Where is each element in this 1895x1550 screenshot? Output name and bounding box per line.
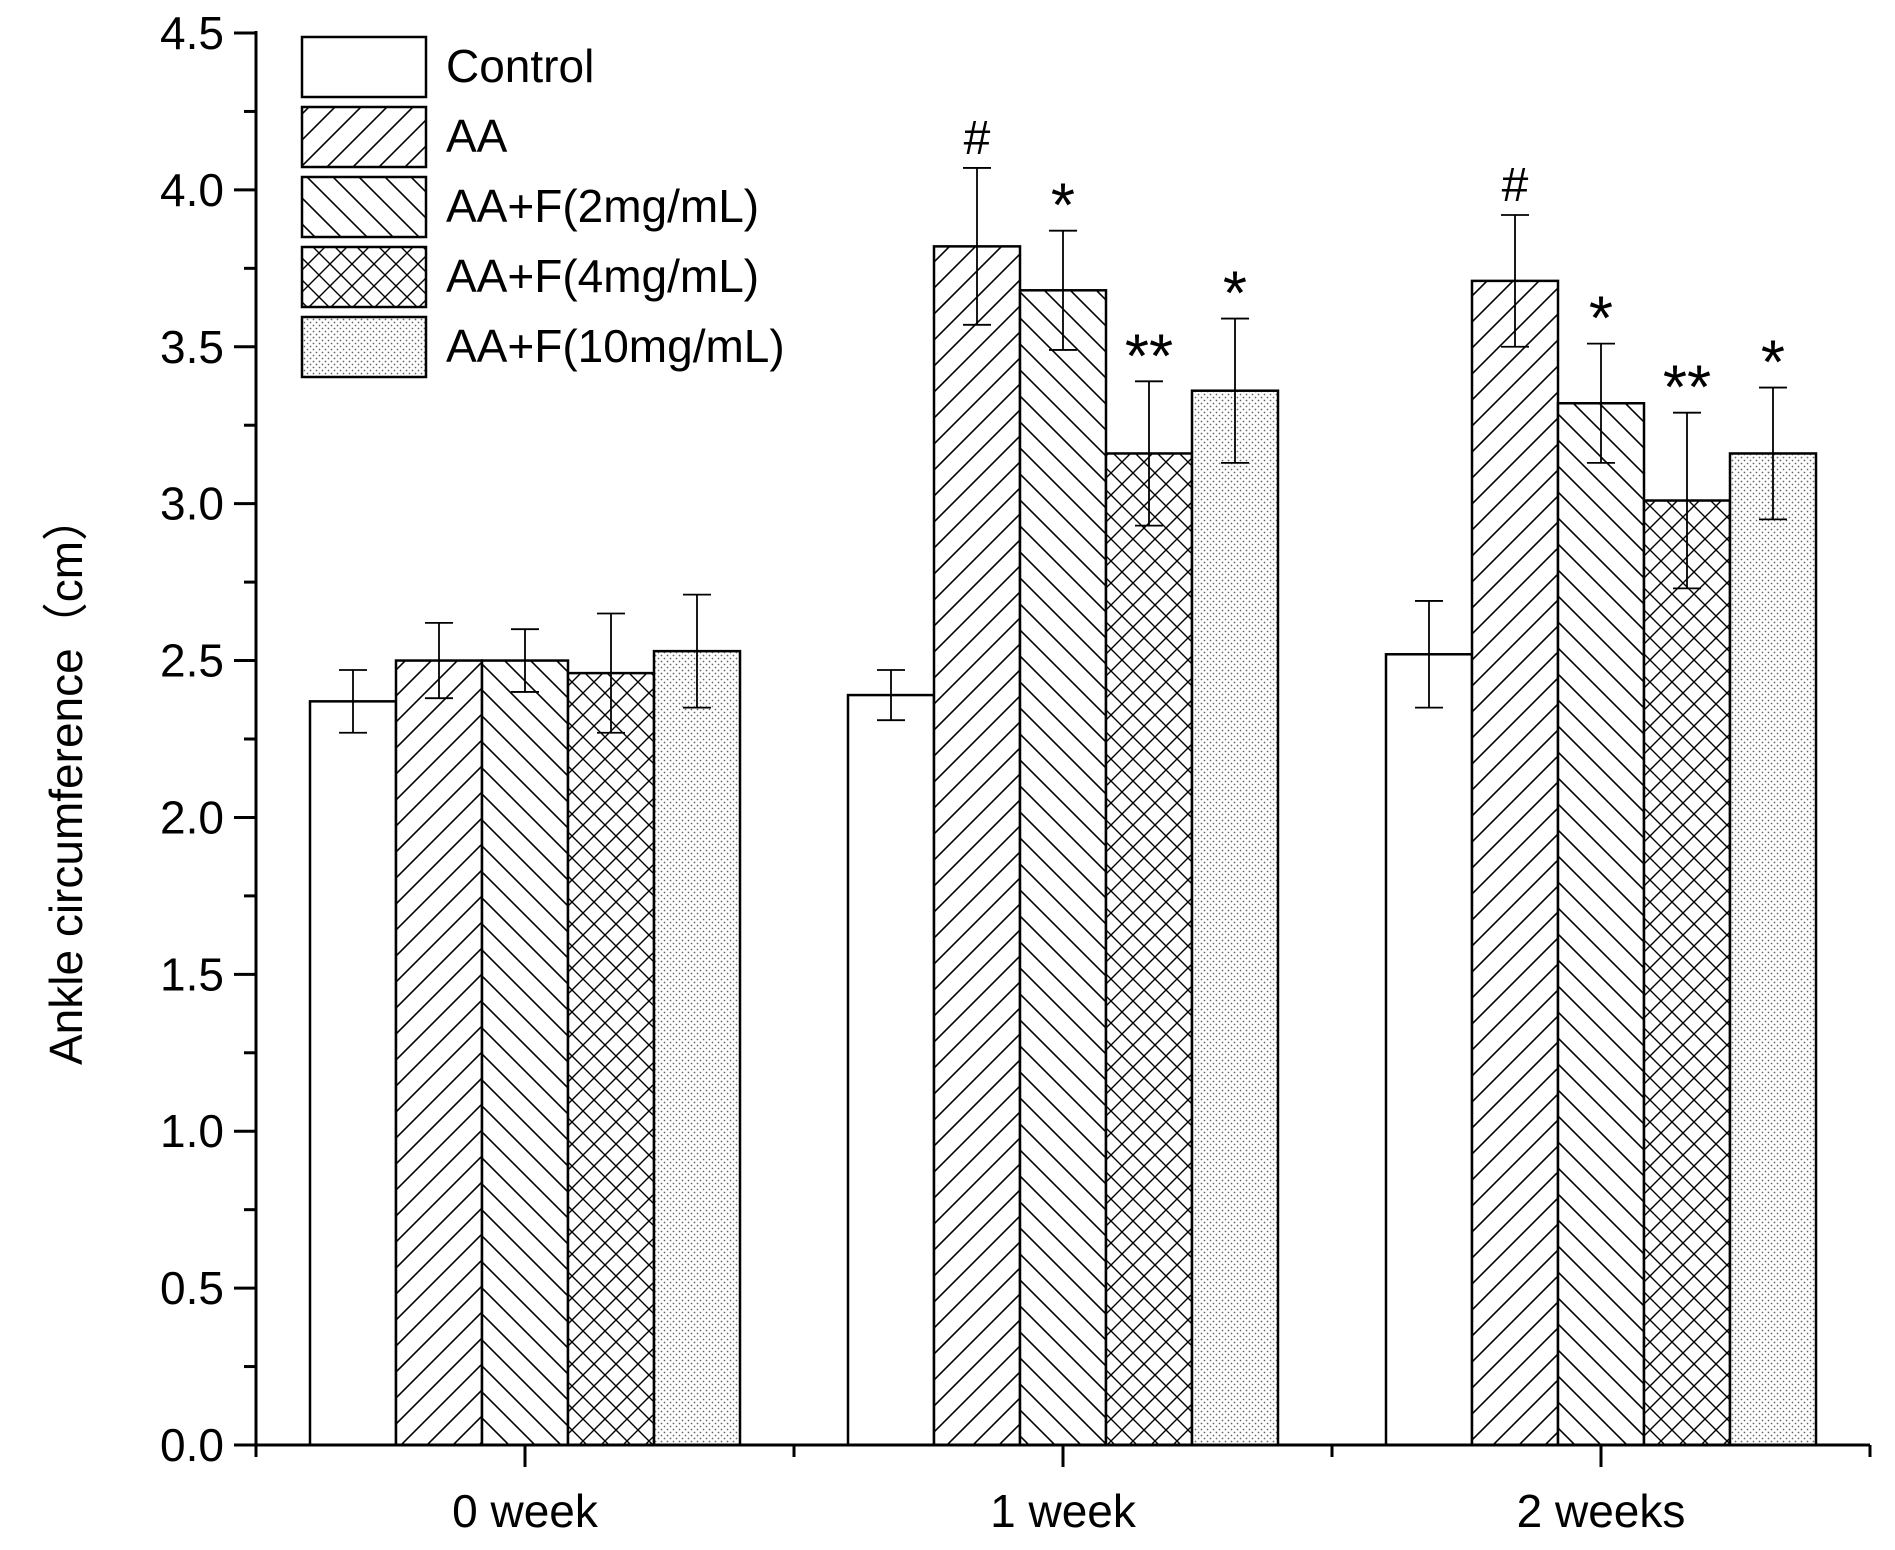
x-tick-label: 2 weeks	[1517, 1485, 1686, 1537]
bar-AA+F(10mg/mL)-0 week	[652, 649, 742, 1447]
bar-AA+F(2mg/mL)-1 week	[1018, 289, 1108, 1447]
bars-layer	[308, 245, 1818, 1447]
bar-AA-1 week	[932, 245, 1022, 1447]
error-bar-Control-1 week	[877, 669, 905, 722]
x-tick-label: 1 week	[990, 1485, 1137, 1537]
error-bar-AA+F(2mg/mL)-0 week	[511, 628, 539, 693]
legend-label: Control	[446, 40, 594, 92]
bar-AA+F(10mg/mL)-2 weeks	[1728, 452, 1818, 1447]
error-bars-layer	[339, 167, 1787, 734]
y-tick-label: 3.5	[160, 321, 224, 373]
bar-AA+F(4mg/mL)-0 week	[566, 671, 656, 1447]
y-tick-label: 1.0	[160, 1105, 224, 1157]
error-bar-AA-2 weeks	[1501, 214, 1529, 348]
significance-annotations: #****#*** *	[964, 112, 1785, 423]
y-axis-ticks: 0.0 0.5 1.0 1.5 2.0 2.5 3.0 3.5 4.0 4.5	[160, 7, 256, 1471]
error-bar-AA+F(10mg/mL)-1 week	[1221, 317, 1249, 464]
error-bar-AA+F(4mg/mL)-0 week	[597, 612, 625, 734]
x-axis-ticks: 0 week 1 week 2 weeks	[254, 1445, 1872, 1537]
bar-AA+F(10mg/mL)-1 week	[1190, 389, 1280, 1447]
significance-mark: #	[1502, 159, 1529, 212]
y-tick-label: 0.0	[160, 1419, 224, 1471]
legend-item: AA+F(2mg/mL)	[300, 175, 759, 239]
significance-mark: **	[1125, 322, 1173, 391]
legend-swatch	[300, 35, 428, 99]
bar-Control-1 week	[846, 693, 936, 1447]
bar-AA-0 week	[394, 659, 484, 1447]
error-bar-AA-0 week	[425, 622, 453, 700]
significance-mark: #	[964, 112, 991, 165]
significance-mark: **	[1663, 354, 1711, 423]
y-tick-label: 3.0	[160, 478, 224, 530]
y-tick-label: 4.5	[160, 7, 224, 59]
legend-swatch	[300, 245, 428, 309]
error-bar-AA+F(4mg/mL)-2 weeks	[1673, 411, 1701, 590]
y-tick-label: 2.5	[160, 635, 224, 687]
error-bar-AA+F(10mg/mL)-0 week	[683, 593, 711, 709]
y-axis-label: Ankle circumference（cm）	[40, 495, 92, 1065]
bar-AA+F(2mg/mL)-2 weeks	[1556, 402, 1646, 1447]
legend-swatch	[300, 315, 428, 379]
legend-label: AA+F(4mg/mL)	[446, 250, 759, 302]
legend-item: Control	[300, 35, 594, 99]
legend-item: AA+F(10mg/mL)	[300, 315, 785, 379]
error-bar-AA+F(4mg/mL)-1 week	[1135, 380, 1163, 527]
error-bar-AA+F(2mg/mL)-2 weeks	[1587, 342, 1615, 464]
legend-label: AA	[446, 110, 508, 162]
bar-AA+F(2mg/mL)-0 week	[480, 659, 570, 1447]
y-tick-label: 2.0	[160, 791, 224, 843]
bar-AA-2 weeks	[1470, 279, 1560, 1447]
legend-swatch	[300, 105, 428, 169]
legend-label: AA+F(10mg/mL)	[446, 320, 785, 372]
error-bar-AA+F(2mg/mL)-1 week	[1049, 229, 1077, 351]
bar-Control-0 week	[308, 700, 398, 1447]
significance-mark: *	[1051, 172, 1075, 241]
x-tick-label: 0 week	[452, 1485, 599, 1537]
error-bar-AA+F(10mg/mL)-2 weeks	[1759, 386, 1787, 521]
bar-AA+F(4mg/mL)-2 weeks	[1642, 499, 1732, 1447]
y-tick-label: 4.0	[160, 164, 224, 216]
legend: Control AA AA+F(2mg/mL) AA+F(4mg/mL) AA+F(10…	[300, 35, 785, 379]
legend-swatch	[300, 175, 428, 239]
y-tick-label: 1.5	[160, 948, 224, 1000]
significance-mark: *	[1761, 329, 1785, 398]
legend-item: AA+F(4mg/mL)	[300, 245, 759, 309]
significance-mark: *	[1589, 285, 1613, 354]
error-bar-Control-2 weeks	[1415, 600, 1443, 709]
bar-Control-2 weeks	[1384, 653, 1474, 1447]
y-tick-label: 0.5	[160, 1262, 224, 1314]
error-bar-Control-0 week	[339, 669, 367, 734]
error-bar-AA-1 week	[963, 167, 991, 326]
significance-mark: *	[1223, 260, 1247, 329]
bar-AA+F(4mg/mL)-1 week	[1104, 452, 1194, 1447]
legend-item: AA	[300, 105, 508, 169]
legend-label: AA+F(2mg/mL)	[446, 180, 759, 232]
